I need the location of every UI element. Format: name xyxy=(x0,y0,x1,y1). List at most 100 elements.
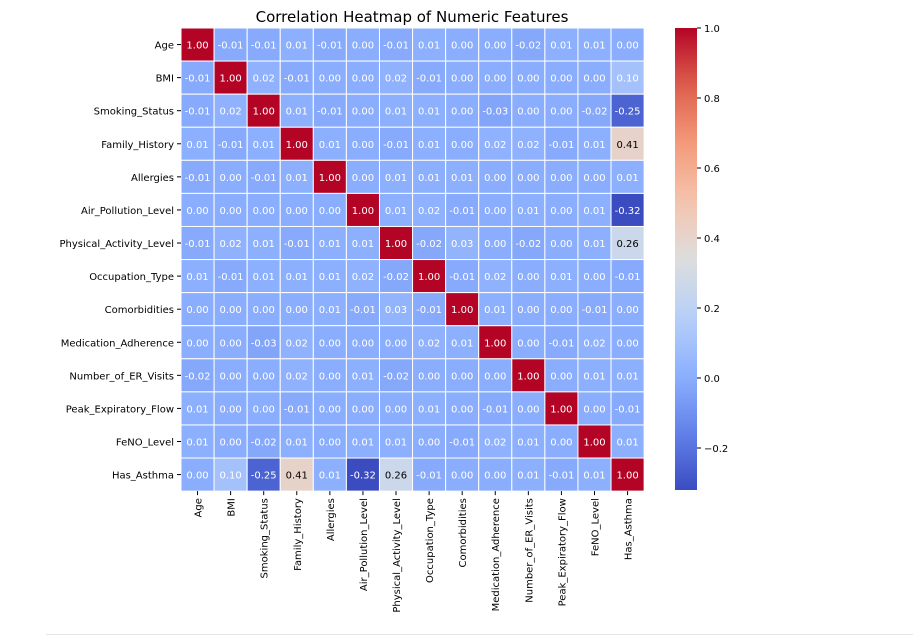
heatmap-cell xyxy=(213,391,248,426)
x-tick-label: Age xyxy=(194,498,205,517)
cell-value-label: 0.00 xyxy=(550,438,572,449)
cell-value-label: -0.01 xyxy=(615,272,641,283)
cell-value-label: 0.01 xyxy=(186,404,208,415)
heatmap-cell xyxy=(610,292,645,327)
cell-value-label: 1.00 xyxy=(352,206,374,217)
heatmap-cell xyxy=(544,159,579,194)
heatmap-cell xyxy=(544,457,579,492)
cell-value-label: 0.00 xyxy=(319,338,341,349)
heatmap-cell xyxy=(180,225,215,261)
cell-value-label: -0.01 xyxy=(548,338,574,349)
cell-value-label: 0.00 xyxy=(319,404,341,415)
cell-value-label: -0.03 xyxy=(251,338,277,349)
heatmap-cell xyxy=(511,159,546,194)
heatmap-cell xyxy=(577,457,612,492)
cell-value-label: 0.00 xyxy=(451,107,473,118)
x-tick-label: Peak_Expiratory_Flow xyxy=(557,498,568,606)
heatmap-cell xyxy=(345,325,380,360)
cell-value-label: 0.00 xyxy=(352,74,374,85)
cell-value-label: -0.01 xyxy=(449,206,475,217)
cell-value-label: 0.01 xyxy=(286,107,308,118)
cell-value-label: 0.00 xyxy=(517,272,539,283)
y-tick-label: FeNO_Level xyxy=(116,438,174,449)
cell-value-label: 0.00 xyxy=(253,371,275,382)
cell-value-label: 0.01 xyxy=(253,272,275,283)
heatmap-cell xyxy=(279,259,314,294)
cell-value-label: -0.01 xyxy=(317,107,343,118)
cell-value-label: 0.00 xyxy=(583,74,605,85)
heatmap-cell xyxy=(577,159,612,194)
cell-value-label: -0.01 xyxy=(350,305,376,316)
cell-value-label: 0.02 xyxy=(418,338,440,349)
cell-value-label: 1.00 xyxy=(219,74,241,85)
cell-value-label: 0.00 xyxy=(219,173,241,184)
cell-value-label: 0.01 xyxy=(352,239,374,250)
cell-value-label: 0.26 xyxy=(385,471,407,482)
cell-value-label: 0.01 xyxy=(286,173,308,184)
cell-value-label: 0.00 xyxy=(583,272,605,283)
cell-value-label: 0.00 xyxy=(484,371,506,382)
cell-value-label: -0.02 xyxy=(383,272,409,283)
cell-value-label: 0.01 xyxy=(385,438,407,449)
heatmap-cell xyxy=(544,259,579,294)
y-tick-label: Occupation_Type xyxy=(89,272,174,283)
y-tick-label: Family_History xyxy=(101,140,174,151)
cell-value-label: 0.00 xyxy=(352,107,374,118)
heatmap-cell xyxy=(378,358,414,393)
heatmap-cell xyxy=(312,358,347,393)
heatmap-cell xyxy=(445,292,480,327)
x-tick-label: Occupation_Type xyxy=(425,498,436,583)
cell-value-label: 0.01 xyxy=(616,371,638,382)
heatmap-cell xyxy=(345,391,380,426)
cell-value-label: 0.02 xyxy=(484,272,506,283)
cell-value-label: 0.01 xyxy=(517,471,539,482)
heatmap-cell xyxy=(246,93,281,128)
cell-value-label: 1.00 xyxy=(616,471,638,482)
cell-value-label: -0.01 xyxy=(284,404,310,415)
heatmap-cell xyxy=(180,259,215,294)
cell-value-label: 0.00 xyxy=(517,74,539,85)
cell-value-label: 0.02 xyxy=(583,338,605,349)
cell-value-label: 0.00 xyxy=(219,305,241,316)
cell-value-label: 0.01 xyxy=(186,438,208,449)
cell-value-label: 0.00 xyxy=(451,471,473,482)
cell-value-label: 0.02 xyxy=(484,438,506,449)
heatmap-cell xyxy=(345,126,380,161)
cell-value-label: -0.01 xyxy=(416,305,442,316)
cell-value-label: 0.02 xyxy=(253,74,275,85)
cell-value-label: 0.00 xyxy=(418,438,440,449)
heatmap-cell xyxy=(246,192,281,227)
cell-value-label: 0.01 xyxy=(484,305,506,316)
cell-value-label: 0.00 xyxy=(550,74,572,85)
cell-value-label: 0.00 xyxy=(352,404,374,415)
cell-value-label: 0.00 xyxy=(484,74,506,85)
cell-value-label: 0.01 xyxy=(418,107,440,118)
cell-value-label: -0.02 xyxy=(416,239,442,250)
cell-value-label: -0.25 xyxy=(251,471,277,482)
cell-value-label: 0.00 xyxy=(451,74,473,85)
cell-value-label: 0.00 xyxy=(352,338,374,349)
cell-value-label: 0.02 xyxy=(418,206,440,217)
heatmap-cell xyxy=(478,259,513,294)
heatmap-cell xyxy=(279,292,314,327)
heatmap-cell xyxy=(378,126,414,161)
heatmap-cell xyxy=(577,225,612,261)
cell-value-label: 0.00 xyxy=(517,107,539,118)
cell-value-label: 0.10 xyxy=(616,74,638,85)
cell-value-label: -0.01 xyxy=(185,107,211,118)
cell-value-label: -0.01 xyxy=(383,41,409,52)
cell-value-label: 0.01 xyxy=(186,272,208,283)
cell-value-label: 0.01 xyxy=(352,438,374,449)
cell-value-label: 0.00 xyxy=(517,173,539,184)
heatmap-cell xyxy=(544,27,579,62)
heatmap-cell xyxy=(246,325,281,360)
cell-value-label: 0.00 xyxy=(550,206,572,217)
cell-value-label: -0.02 xyxy=(582,107,608,118)
heatmap-cell xyxy=(378,192,414,227)
heatmap-cell xyxy=(378,259,414,294)
cell-value-label: 0.00 xyxy=(550,305,572,316)
cell-value-label: 0.00 xyxy=(186,471,208,482)
cell-value-label: 0.00 xyxy=(550,371,572,382)
heatmap-cell xyxy=(478,27,513,62)
cell-value-label: 0.00 xyxy=(385,338,407,349)
